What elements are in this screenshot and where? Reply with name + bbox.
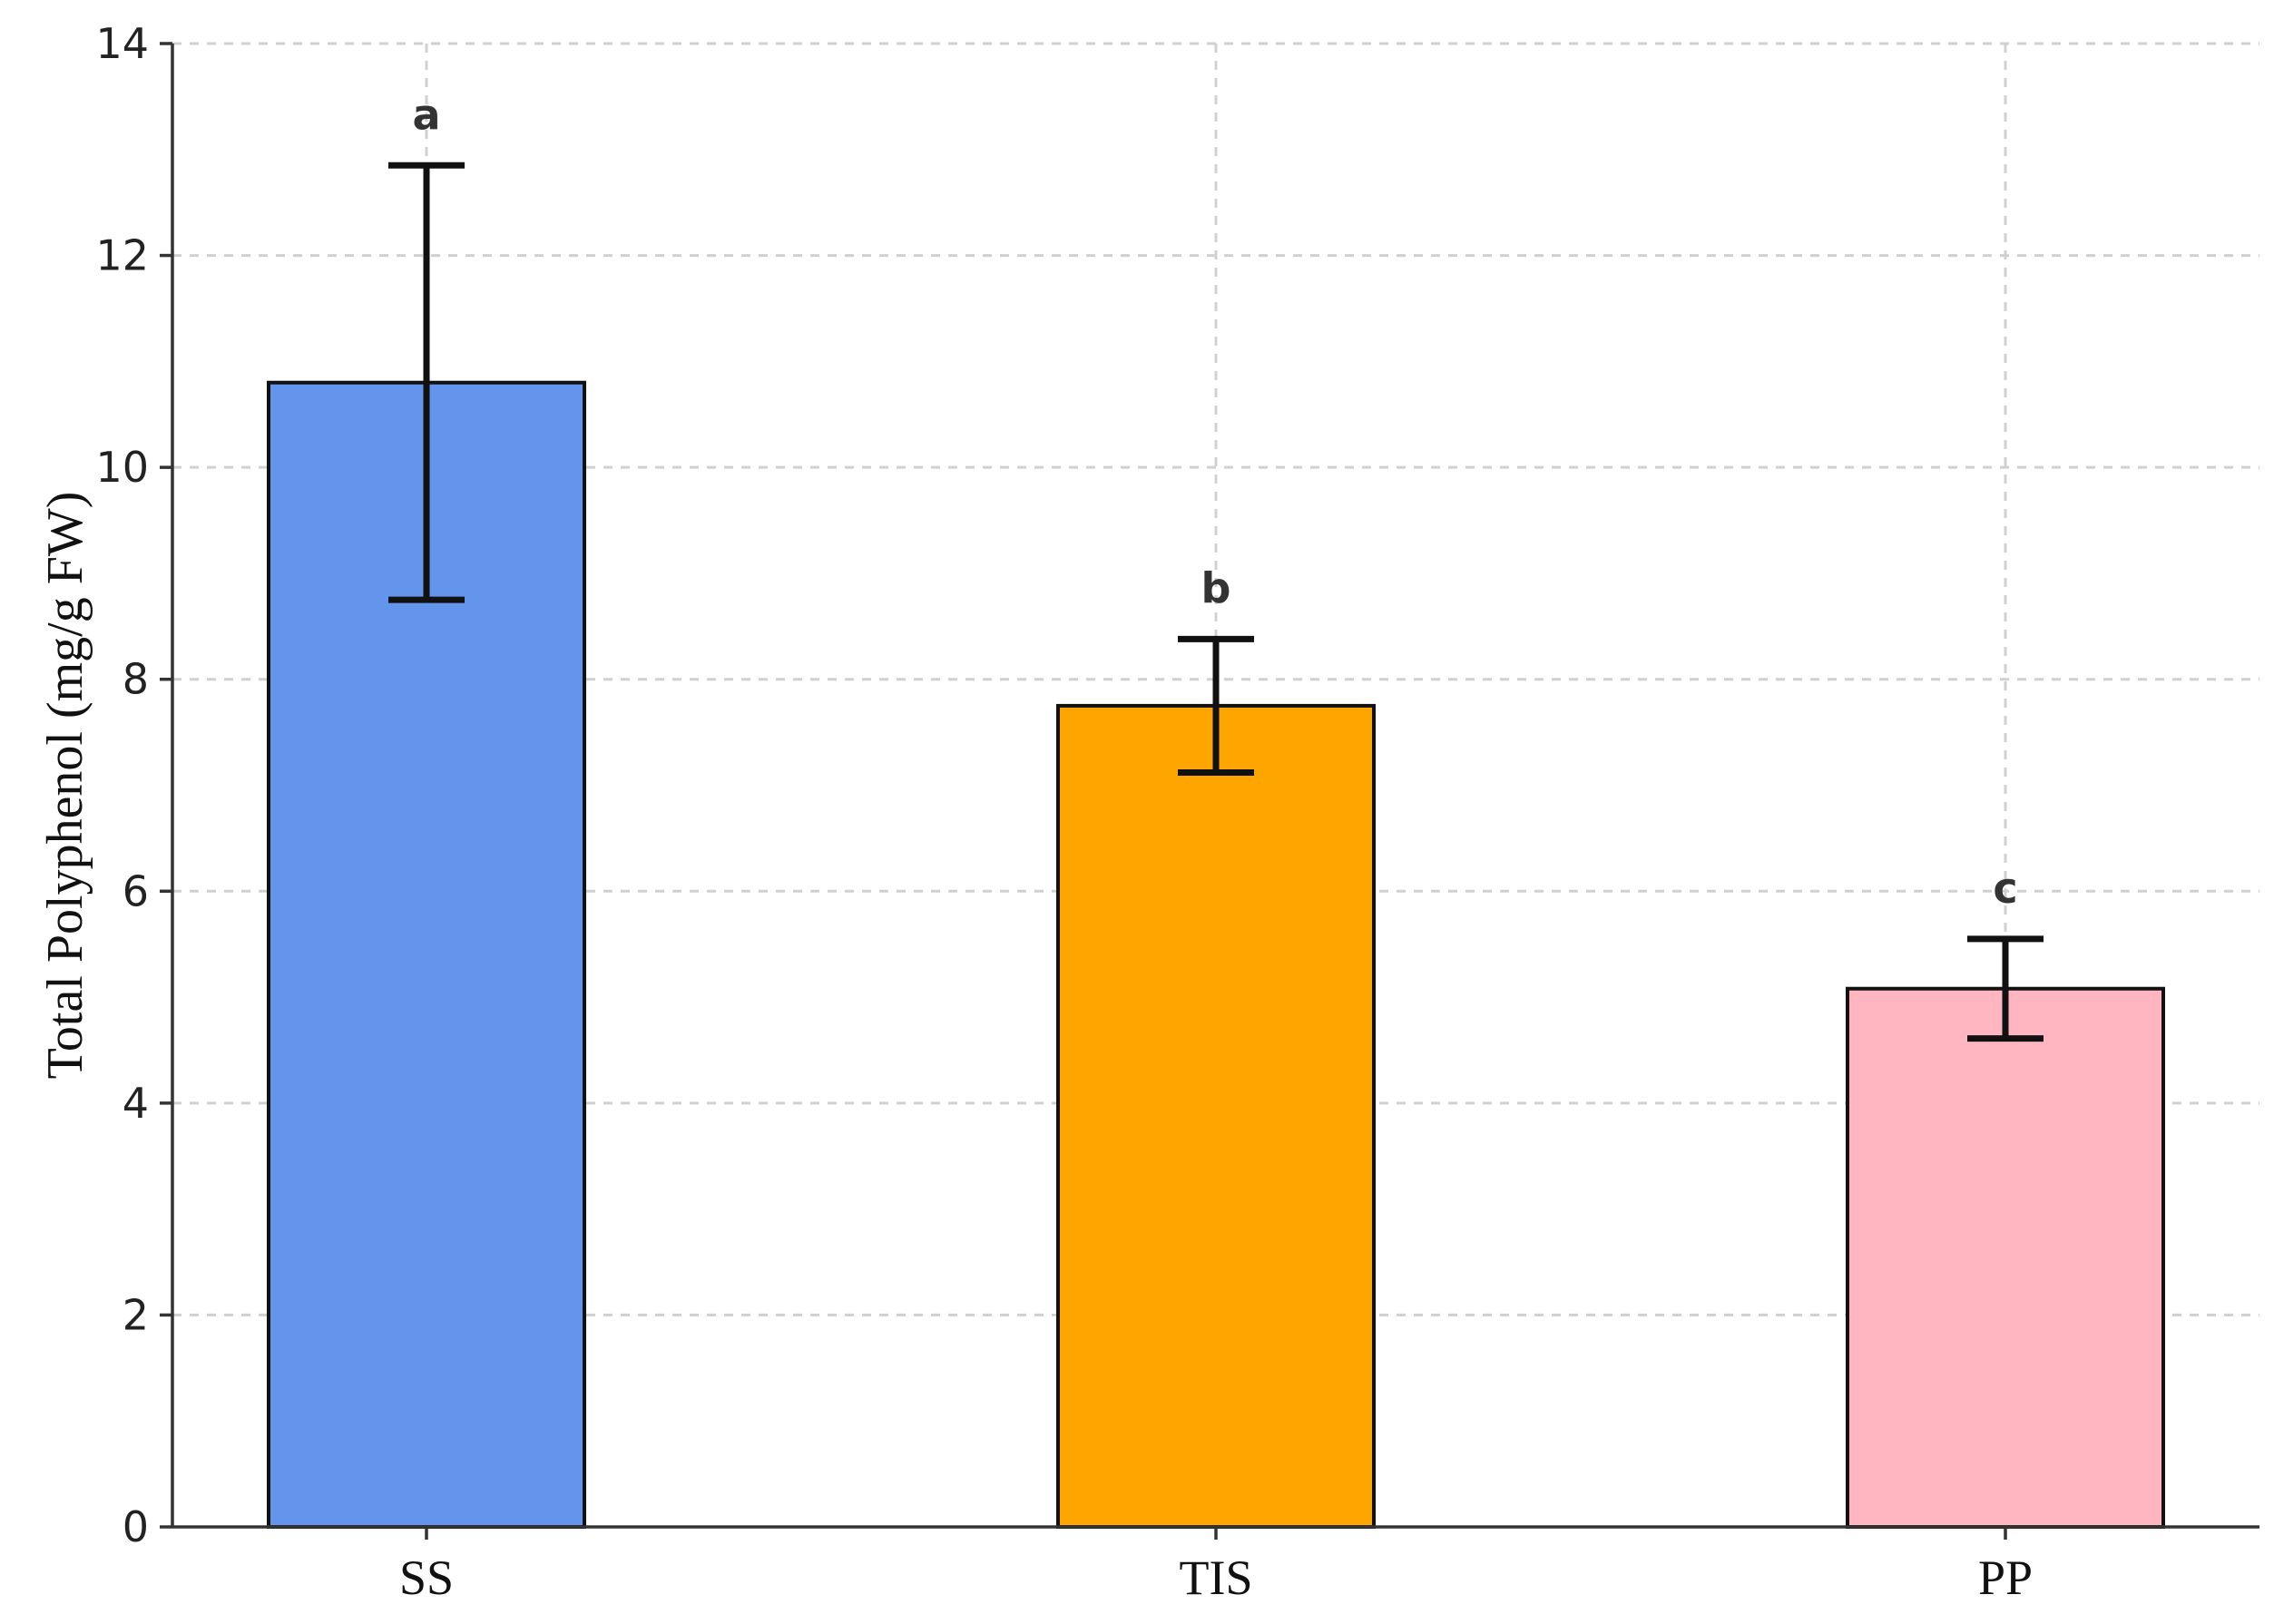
error-bar <box>388 161 465 603</box>
y-tick-label: 2 <box>123 1290 149 1339</box>
y-tick-label: 0 <box>123 1502 149 1551</box>
y-tick-label: 10 <box>95 443 149 492</box>
y-ticks: 0 2 4 6 8 10 12 14 <box>95 19 172 1551</box>
significance-letters: a b c <box>412 90 2017 913</box>
bar-pp <box>1846 986 2165 1529</box>
x-tick-label: SS <box>399 1551 454 1605</box>
y-tick-label: 12 <box>95 231 149 280</box>
x-tick-label: PP <box>1978 1551 2033 1605</box>
x-ticks: SS TIS PP <box>399 1527 2033 1605</box>
significance-letter: a <box>412 90 440 139</box>
y-tick-label: 8 <box>123 655 149 704</box>
bar-tis <box>1056 703 1376 1529</box>
error-bar <box>1178 635 1254 776</box>
x-tick-label: TIS <box>1180 1551 1253 1605</box>
error-bar <box>1967 935 2044 1042</box>
y-tick-label: 14 <box>95 19 149 68</box>
error-bars <box>388 161 2044 1042</box>
significance-letter: b <box>1201 563 1231 612</box>
y-tick-label: 6 <box>123 866 149 915</box>
bars <box>267 380 2165 1530</box>
significance-letter: c <box>1993 864 2017 913</box>
y-axis-title: Total Polyphenol (mg/g FW) <box>37 492 93 1080</box>
y-tick-label: 4 <box>123 1079 149 1128</box>
